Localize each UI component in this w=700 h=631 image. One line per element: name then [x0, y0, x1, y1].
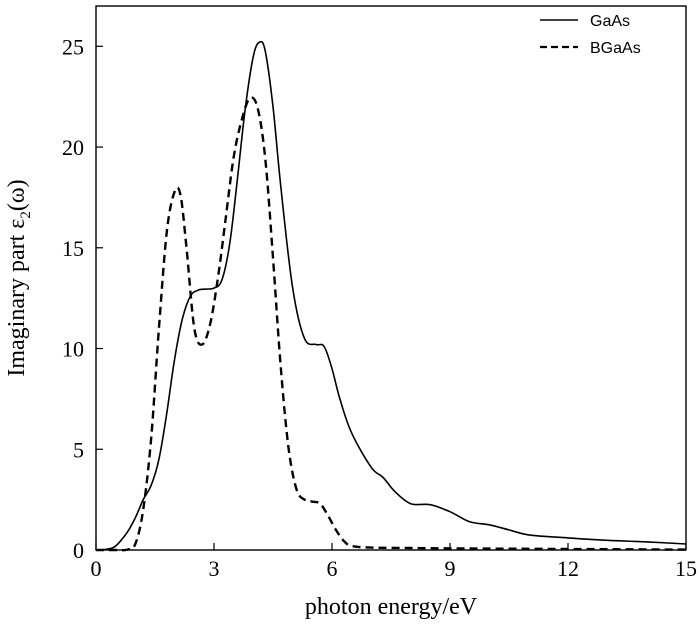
x-tick-label-15: 15 — [675, 556, 697, 581]
y-axis-label-suffix: (ω) — [4, 179, 30, 211]
y-tick-label-0: 0 — [73, 538, 84, 563]
y-axis-label: Imaginary part ε2(ω) — [4, 179, 34, 376]
y-tick-label-15: 15 — [62, 236, 84, 261]
x-tick-label-9: 9 — [445, 556, 456, 581]
y-axis-label-subscript: 2 — [18, 211, 34, 219]
y-tick-label-25: 25 — [62, 34, 84, 59]
series-layer — [95, 40, 687, 552]
x-tick-label-3: 3 — [209, 556, 220, 581]
legend: GaAs BGaAs — [540, 13, 641, 57]
x-tick-label-12: 12 — [557, 556, 579, 581]
series-line-gaas — [95, 40, 687, 551]
y-axis-label-main: Imaginary part ε — [4, 219, 30, 377]
series-line-bgaas — [95, 96, 687, 552]
y-tick-label-20: 20 — [62, 135, 84, 160]
y-tick-label-10: 10 — [62, 337, 84, 362]
plot-frame — [95, 5, 687, 551]
legend-label-bgaas: BGaAs — [590, 40, 641, 57]
axis-ticks: 0 3 6 9 12 15 0 5 10 15 20 25 — [62, 34, 697, 581]
x-tick-label-6: 6 — [327, 556, 338, 581]
legend-label-gaas: GaAs — [590, 13, 630, 30]
y-tick-label-5: 5 — [73, 437, 84, 462]
x-axis-label: photon energy/eV — [305, 594, 478, 620]
x-tick-label-0: 0 — [91, 556, 102, 581]
